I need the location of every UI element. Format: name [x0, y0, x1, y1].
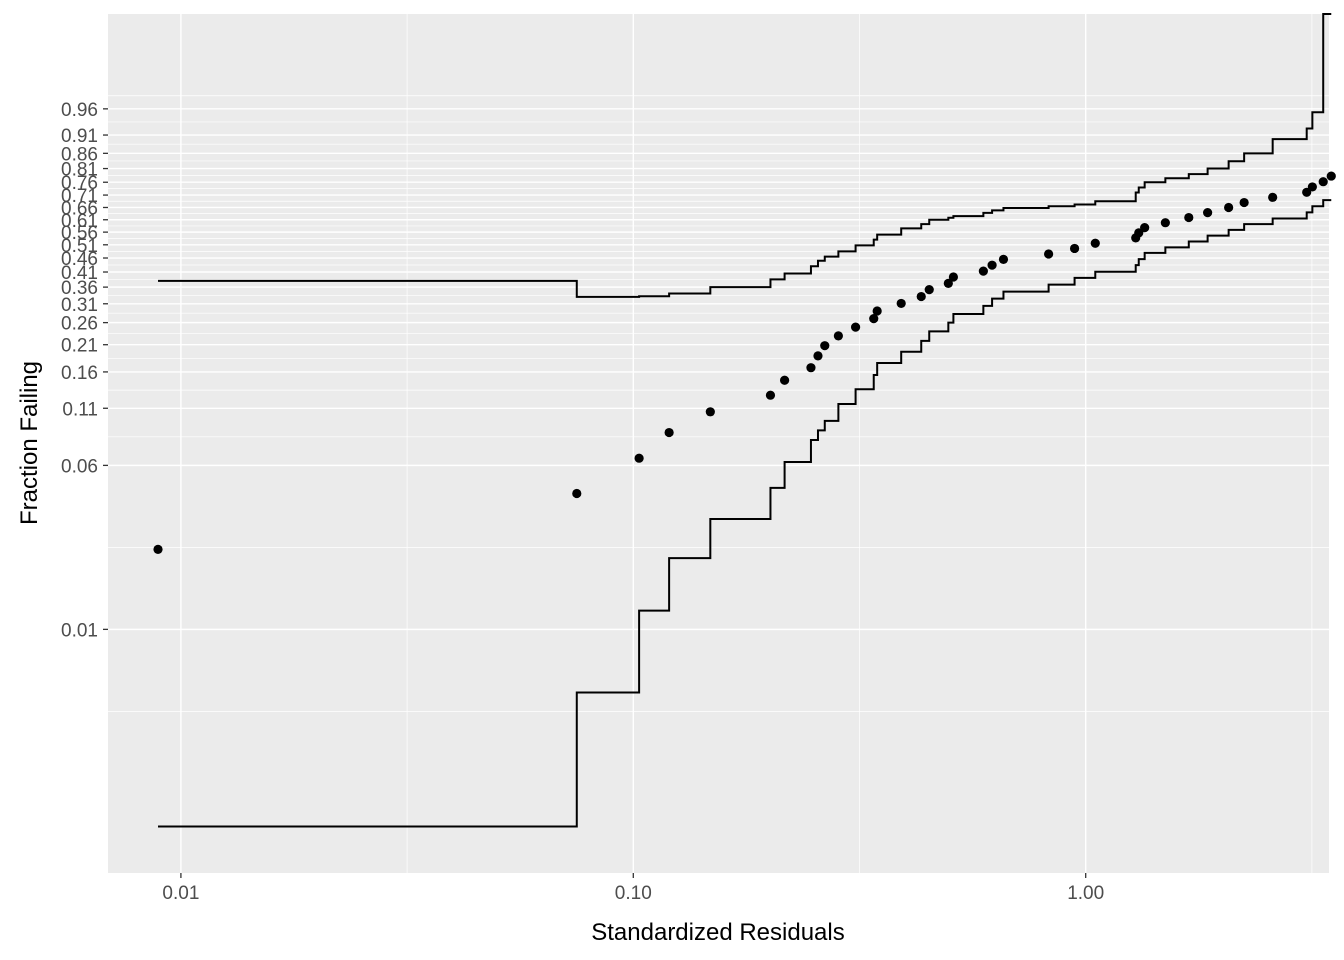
- data-point: [1184, 212, 1194, 223]
- data-point: [153, 544, 163, 554]
- y-tick-label: 0.91: [61, 126, 98, 147]
- data-point: [1203, 208, 1213, 218]
- y-axis-title: Fraction Failing: [16, 361, 43, 525]
- y-axis-ticks: 0.01 0.06 0.11 0.16 0.210.260.310.360.410.46…: [61, 100, 108, 641]
- data-point: [806, 363, 816, 373]
- data-point: [948, 272, 959, 282]
- data-point: [1326, 171, 1336, 181]
- y-tick-label: 0.06: [61, 456, 98, 477]
- data-point: [1044, 249, 1054, 259]
- data-point: [820, 341, 830, 351]
- y-tick-label: 0.66: [61, 198, 98, 219]
- data-point: [943, 278, 953, 288]
- y-tick-label: 0.16: [61, 363, 98, 384]
- data-point: [850, 322, 861, 332]
- y-tick-label: 0.46: [61, 249, 98, 270]
- data-point: [765, 390, 776, 400]
- data-point: [634, 453, 644, 463]
- series-layer: [153, 13, 1336, 828]
- y-tick-label: 0.61: [61, 211, 98, 232]
- x-tick-label: 0.10: [615, 883, 652, 904]
- y-tick-label: 0.96: [61, 100, 98, 121]
- confidence-band-1: [158, 13, 1332, 298]
- data-point: [1069, 243, 1080, 254]
- data-point: [1140, 223, 1150, 233]
- data-point: [869, 314, 879, 324]
- y-tick-label: 0.11: [62, 399, 98, 420]
- data-point: [1090, 238, 1100, 248]
- y-tick-label: 0.86: [61, 144, 98, 165]
- data-point: [987, 260, 997, 270]
- x-tick-label: 1.00: [1067, 883, 1104, 904]
- data-point: [1134, 228, 1144, 238]
- data-point: [916, 291, 926, 302]
- data-point: [1307, 182, 1317, 192]
- data-point: [924, 285, 934, 295]
- y-tick-label: 0.76: [61, 173, 98, 194]
- data-point: [572, 488, 582, 499]
- data-point: [833, 331, 843, 341]
- x-tick-label: 0.01: [162, 883, 199, 904]
- data-point: [780, 375, 790, 385]
- x-axis-title: Standardized Residuals: [591, 919, 845, 946]
- data-point: [1239, 197, 1249, 208]
- data-point: [1268, 192, 1278, 202]
- data-point: [978, 266, 988, 276]
- y-tick-label: 0.31: [61, 295, 98, 316]
- x-axis-ticks: 0.01 0.10 1.00: [162, 873, 1104, 904]
- data-point: [813, 351, 823, 361]
- data-point: [1318, 177, 1328, 187]
- confidence-band-2: [158, 199, 1332, 828]
- y-tick-label: 0.26: [61, 314, 98, 335]
- data-point: [998, 254, 1009, 264]
- data-point: [1224, 202, 1234, 213]
- data-point: [896, 298, 906, 309]
- data-point: [664, 427, 674, 438]
- grid: [108, 14, 1329, 873]
- y-tick-label: 0.51: [61, 236, 98, 257]
- panel-background: [108, 14, 1329, 873]
- y-tick-label: 0.81: [61, 160, 98, 181]
- data-point: [705, 407, 715, 417]
- y-tick-label: 0.36: [61, 278, 98, 299]
- y-tick-label: 0.01: [61, 620, 98, 641]
- y-tick-label: 0.56: [61, 223, 98, 244]
- data-point: [1160, 218, 1170, 228]
- y-tick-label: 0.41: [61, 263, 98, 284]
- y-tick-label: 0.21: [61, 336, 98, 357]
- y-tick-label: 0.71: [61, 186, 98, 207]
- data-point: [872, 306, 882, 316]
